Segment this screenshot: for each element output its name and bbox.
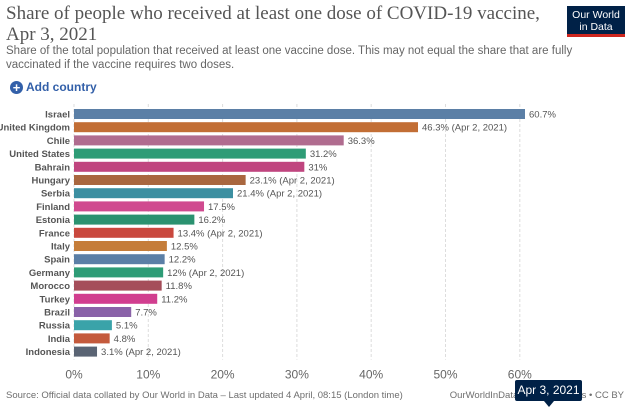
bar[interactable] — [74, 161, 305, 172]
x-tick-label: 50% — [433, 368, 457, 382]
value-label: 12.5% — [171, 242, 198, 253]
logo-underline — [567, 34, 625, 37]
bar[interactable] — [74, 293, 158, 304]
x-tick-label: 40% — [359, 368, 383, 382]
bar[interactable] — [74, 109, 525, 119]
logo-text-line2: in Data — [579, 20, 613, 33]
bar[interactable] — [74, 320, 112, 331]
bar[interactable] — [74, 307, 132, 317]
category-label: France — [39, 228, 70, 239]
value-label: 12% (Apr 2, 2021) — [167, 268, 244, 279]
category-label: Hungary — [31, 176, 70, 187]
value-label: 4.8% — [114, 334, 136, 345]
bar[interactable] — [74, 122, 419, 133]
bar[interactable] — [74, 188, 234, 199]
value-label: 5.1% — [116, 321, 138, 332]
bar[interactable] — [74, 175, 246, 185]
category-label: Indonesia — [26, 347, 71, 358]
value-label: 13.4% (Apr 2, 2021) — [178, 228, 263, 239]
timeline-date-tooltip[interactable]: Apr 3, 2021 — [515, 380, 582, 401]
value-label: 23.1% (Apr 2, 2021) — [250, 176, 335, 187]
value-label: 21.4% (Apr 2, 2021) — [237, 189, 322, 200]
category-label: Russia — [39, 321, 71, 332]
category-label: Finland — [36, 202, 70, 213]
x-tick-label: 20% — [211, 368, 235, 382]
footer-source: Source: Official data collated by Our Wo… — [6, 390, 403, 401]
value-label: 16.2% — [198, 215, 225, 226]
value-label: 12.2% — [169, 255, 196, 266]
category-label: India — [48, 334, 71, 345]
bar[interactable] — [74, 214, 195, 225]
category-label: Germany — [29, 268, 71, 279]
bar[interactable] — [74, 333, 110, 344]
logo-text-line1: Our World — [572, 9, 620, 21]
plus-circle-icon: + — [10, 80, 23, 94]
owid-logo[interactable]: Our World in Data — [567, 6, 625, 37]
value-label: 11.8% — [166, 281, 193, 292]
bar[interactable] — [74, 280, 162, 291]
bar-chart: 0% 10% 20% 30% 40% 50% 60% Israel 60.7% United Ki… — [0, 104, 556, 382]
category-label: Bahrain — [35, 162, 71, 173]
value-label: 46.3% (Apr 2, 2021) — [422, 123, 507, 134]
category-label: Chile — [47, 136, 70, 147]
x-tick-label: 30% — [285, 368, 309, 382]
x-tick-label: 10% — [136, 368, 160, 382]
timeline-tooltip-arrow — [544, 401, 554, 407]
category-label: Serbia — [41, 189, 71, 200]
category-label: Turkey — [40, 294, 71, 305]
value-label: 17.5% — [208, 202, 235, 213]
chart-subtitle: Share of the total population that recei… — [6, 45, 573, 71]
chart-title: Share of people who received at least on… — [6, 3, 540, 45]
bar[interactable] — [74, 148, 306, 159]
bar[interactable] — [74, 227, 174, 238]
x-tick-label: 0% — [65, 368, 83, 382]
category-label: Italy — [51, 242, 71, 253]
value-label: 31% — [308, 162, 328, 173]
category-label: Brazil — [44, 308, 70, 319]
bar[interactable] — [74, 135, 344, 146]
value-label: 7.7% — [135, 308, 157, 319]
category-label: United Kingdom — [0, 123, 70, 134]
category-label: United States — [9, 149, 70, 160]
add-country-label: Add country — [26, 80, 97, 94]
value-label: 60.7% — [529, 110, 556, 121]
category-label: Estonia — [36, 215, 71, 226]
bar[interactable] — [74, 254, 165, 265]
bar[interactable] — [74, 346, 98, 357]
category-label: Spain — [44, 255, 70, 266]
value-label: 31.2% — [310, 149, 337, 160]
x-tick-label: 60% — [508, 368, 532, 382]
bar[interactable] — [74, 241, 167, 251]
bar[interactable] — [74, 201, 205, 212]
value-label: 3.1% (Apr 2, 2021) — [101, 347, 181, 358]
category-label: Morocco — [30, 281, 70, 292]
add-country-button[interactable]: + Add country — [10, 80, 97, 94]
category-label: Israel — [45, 110, 70, 121]
value-label: 36.3% — [348, 136, 375, 147]
bar[interactable] — [74, 267, 164, 278]
value-label: 11.2% — [161, 294, 188, 305]
